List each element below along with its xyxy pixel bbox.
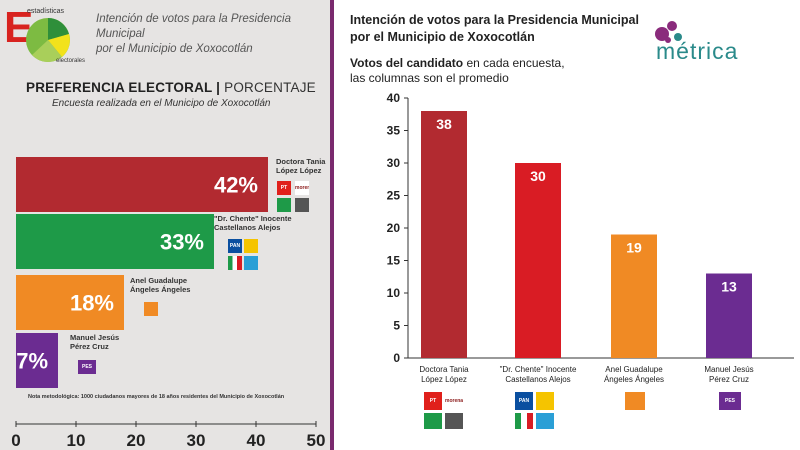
x-tick-label: 0 bbox=[11, 431, 20, 450]
x-tick-label: 40 bbox=[247, 431, 266, 450]
methodology-note: Nota metodológica: 1000 ciudadanos mayor… bbox=[28, 394, 285, 400]
vbar-candidate-label: Anel Guadalupe bbox=[605, 365, 663, 374]
y-tick-label: 35 bbox=[387, 124, 401, 138]
hbar-candidate-label: Pérez Cruz bbox=[70, 342, 109, 351]
morena-logo-icon: morena bbox=[295, 181, 309, 195]
pan-logo-icon: PAN bbox=[228, 239, 242, 253]
prd-logo-icon bbox=[244, 239, 258, 253]
left-title-line1: Intención de votos para la Presidencia M… bbox=[96, 13, 291, 40]
hbar-candidate-label: Doctora Tania bbox=[276, 157, 326, 166]
pes-logo-right-icon: PES bbox=[719, 392, 741, 410]
x-tick-label: 50 bbox=[307, 431, 326, 450]
brand-pie-icon bbox=[26, 18, 70, 62]
pvem-logo-right-icon bbox=[536, 413, 554, 429]
vbar-candidate-label: Manuel Jesús bbox=[704, 365, 753, 374]
x-tick-label: 10 bbox=[67, 431, 86, 450]
horizontal-bar-chart: 42% 33% 18% 7% 0 10 20 30 40 50 Doctora TaniaLópez… bbox=[11, 157, 326, 450]
right-title-line1: Intención de votos para la Presidencia M… bbox=[350, 13, 639, 27]
pvem-logo-icon bbox=[244, 256, 258, 270]
vbar-3 bbox=[611, 234, 657, 358]
pri-logo-right-icon bbox=[515, 413, 533, 429]
panel-divider bbox=[330, 0, 334, 450]
left-panel: E estadísticas electorales Intención de … bbox=[0, 0, 330, 450]
right-subtitle: Votos del candidato en cada encuesta, la… bbox=[350, 56, 680, 86]
hbar-candidate-label: López López bbox=[276, 166, 322, 175]
pes-logo-small-icon bbox=[295, 198, 309, 212]
y-tick-label: 0 bbox=[393, 351, 400, 365]
y-tick-label: 15 bbox=[387, 254, 401, 268]
left-subtitle: Encuesta realizada en el Municipo de Xox… bbox=[52, 98, 271, 109]
brand-small-bottom: electorales bbox=[56, 58, 86, 64]
pan-logo-right-icon: PAN bbox=[515, 392, 533, 410]
hbar-4 bbox=[16, 333, 58, 388]
mc-logo-right-icon bbox=[625, 392, 645, 410]
hbar-candidate-label: Anel Guadalupe bbox=[130, 276, 187, 285]
hbar-candidate-label: Castellanos Alejos bbox=[214, 223, 280, 232]
x-tick-label: 20 bbox=[127, 431, 146, 450]
vbar-candidate-label: Pérez Cruz bbox=[709, 375, 749, 384]
pt-logo-icon: PT bbox=[277, 181, 291, 195]
vbar-1 bbox=[421, 111, 467, 358]
mc-logo-icon bbox=[144, 302, 158, 316]
vbar-candidate-label: López López bbox=[421, 375, 467, 384]
hbar-2 bbox=[16, 214, 214, 269]
y-tick-label: 40 bbox=[387, 91, 401, 105]
hbar-1 bbox=[16, 157, 268, 212]
vbar-value-label: 38 bbox=[436, 116, 452, 132]
morena-logo-right-icon: morena bbox=[445, 392, 463, 410]
panal-logo-icon bbox=[277, 198, 291, 212]
vbar-2 bbox=[515, 163, 561, 358]
hbar-candidate-label: "Dr. Chente" Inocente bbox=[214, 214, 292, 223]
y-tick-label: 10 bbox=[387, 286, 401, 300]
pt-logo-right-icon: PT bbox=[424, 392, 442, 410]
hbar-value-label: 42% bbox=[214, 173, 258, 198]
vbar-value-label: 19 bbox=[626, 240, 642, 256]
y-tick-label: 5 bbox=[393, 319, 400, 333]
vbar-4 bbox=[706, 273, 752, 358]
hbar-3 bbox=[16, 275, 124, 330]
vbar-candidate-label: Ángeles Ángeles bbox=[604, 375, 664, 384]
right-subtitle-bold: Votos del candidato bbox=[350, 56, 464, 70]
brand-small-top: estadísticas bbox=[27, 8, 64, 15]
vbar-candidate-label: "Dr. Chente" Inocente bbox=[500, 365, 577, 374]
hbar-value-label: 33% bbox=[160, 230, 204, 255]
left-title: Intención de votos para la Presidencia M… bbox=[96, 12, 326, 57]
pes-small-right-icon bbox=[445, 413, 463, 429]
y-tick-label: 30 bbox=[387, 156, 401, 170]
metrica-brand: métrica bbox=[656, 38, 739, 64]
vertical-bar-chart: 0 5 10 15 20 25 30 35 40 38 30 19 13 Doctora TaniaLóp… bbox=[387, 91, 794, 384]
panal-logo-right-icon bbox=[424, 413, 442, 429]
left-heading: PREFERENCIA ELECTORAL | PORCENTAJE bbox=[26, 80, 316, 95]
vbar-candidate-label: Castellanos Alejos bbox=[505, 375, 570, 384]
pes-logo-icon: PES bbox=[78, 360, 96, 374]
right-title-line2: por el Municipio de Xoxocotlán bbox=[350, 30, 535, 44]
hbar-candidate-label: Manuel Jesús bbox=[70, 333, 119, 342]
x-tick-label: 30 bbox=[187, 431, 206, 450]
right-subtitle-line2: las columnas son el promedio bbox=[350, 71, 509, 85]
left-heading-bold: PREFERENCIA ELECTORAL | bbox=[26, 80, 221, 95]
pri-logo-icon bbox=[228, 256, 242, 270]
right-panel: Intención de votos para la Presidencia M… bbox=[334, 0, 800, 450]
right-title: Intención de votos para la Presidencia M… bbox=[350, 12, 680, 46]
hbar-value-label: 18% bbox=[70, 291, 114, 316]
vbar-candidate-label: Doctora Tania bbox=[419, 365, 469, 374]
y-tick-label: 25 bbox=[387, 189, 401, 203]
y-tick-label: 20 bbox=[387, 221, 401, 235]
right-subtitle-rest: en cada encuesta, bbox=[463, 56, 565, 70]
vbar-value-label: 30 bbox=[530, 168, 546, 184]
left-heading-light: PORCENTAJE bbox=[224, 80, 316, 95]
left-title-line2: por el Municipio de Xoxocotlán bbox=[96, 43, 253, 55]
vbar-value-label: 13 bbox=[721, 279, 737, 295]
metrica-logo-icon bbox=[655, 21, 682, 43]
prd-logo-right-icon bbox=[536, 392, 554, 410]
hbar-candidate-label: Ángeles Ángeles bbox=[130, 285, 190, 294]
hbar-value-label: 7% bbox=[16, 349, 48, 374]
